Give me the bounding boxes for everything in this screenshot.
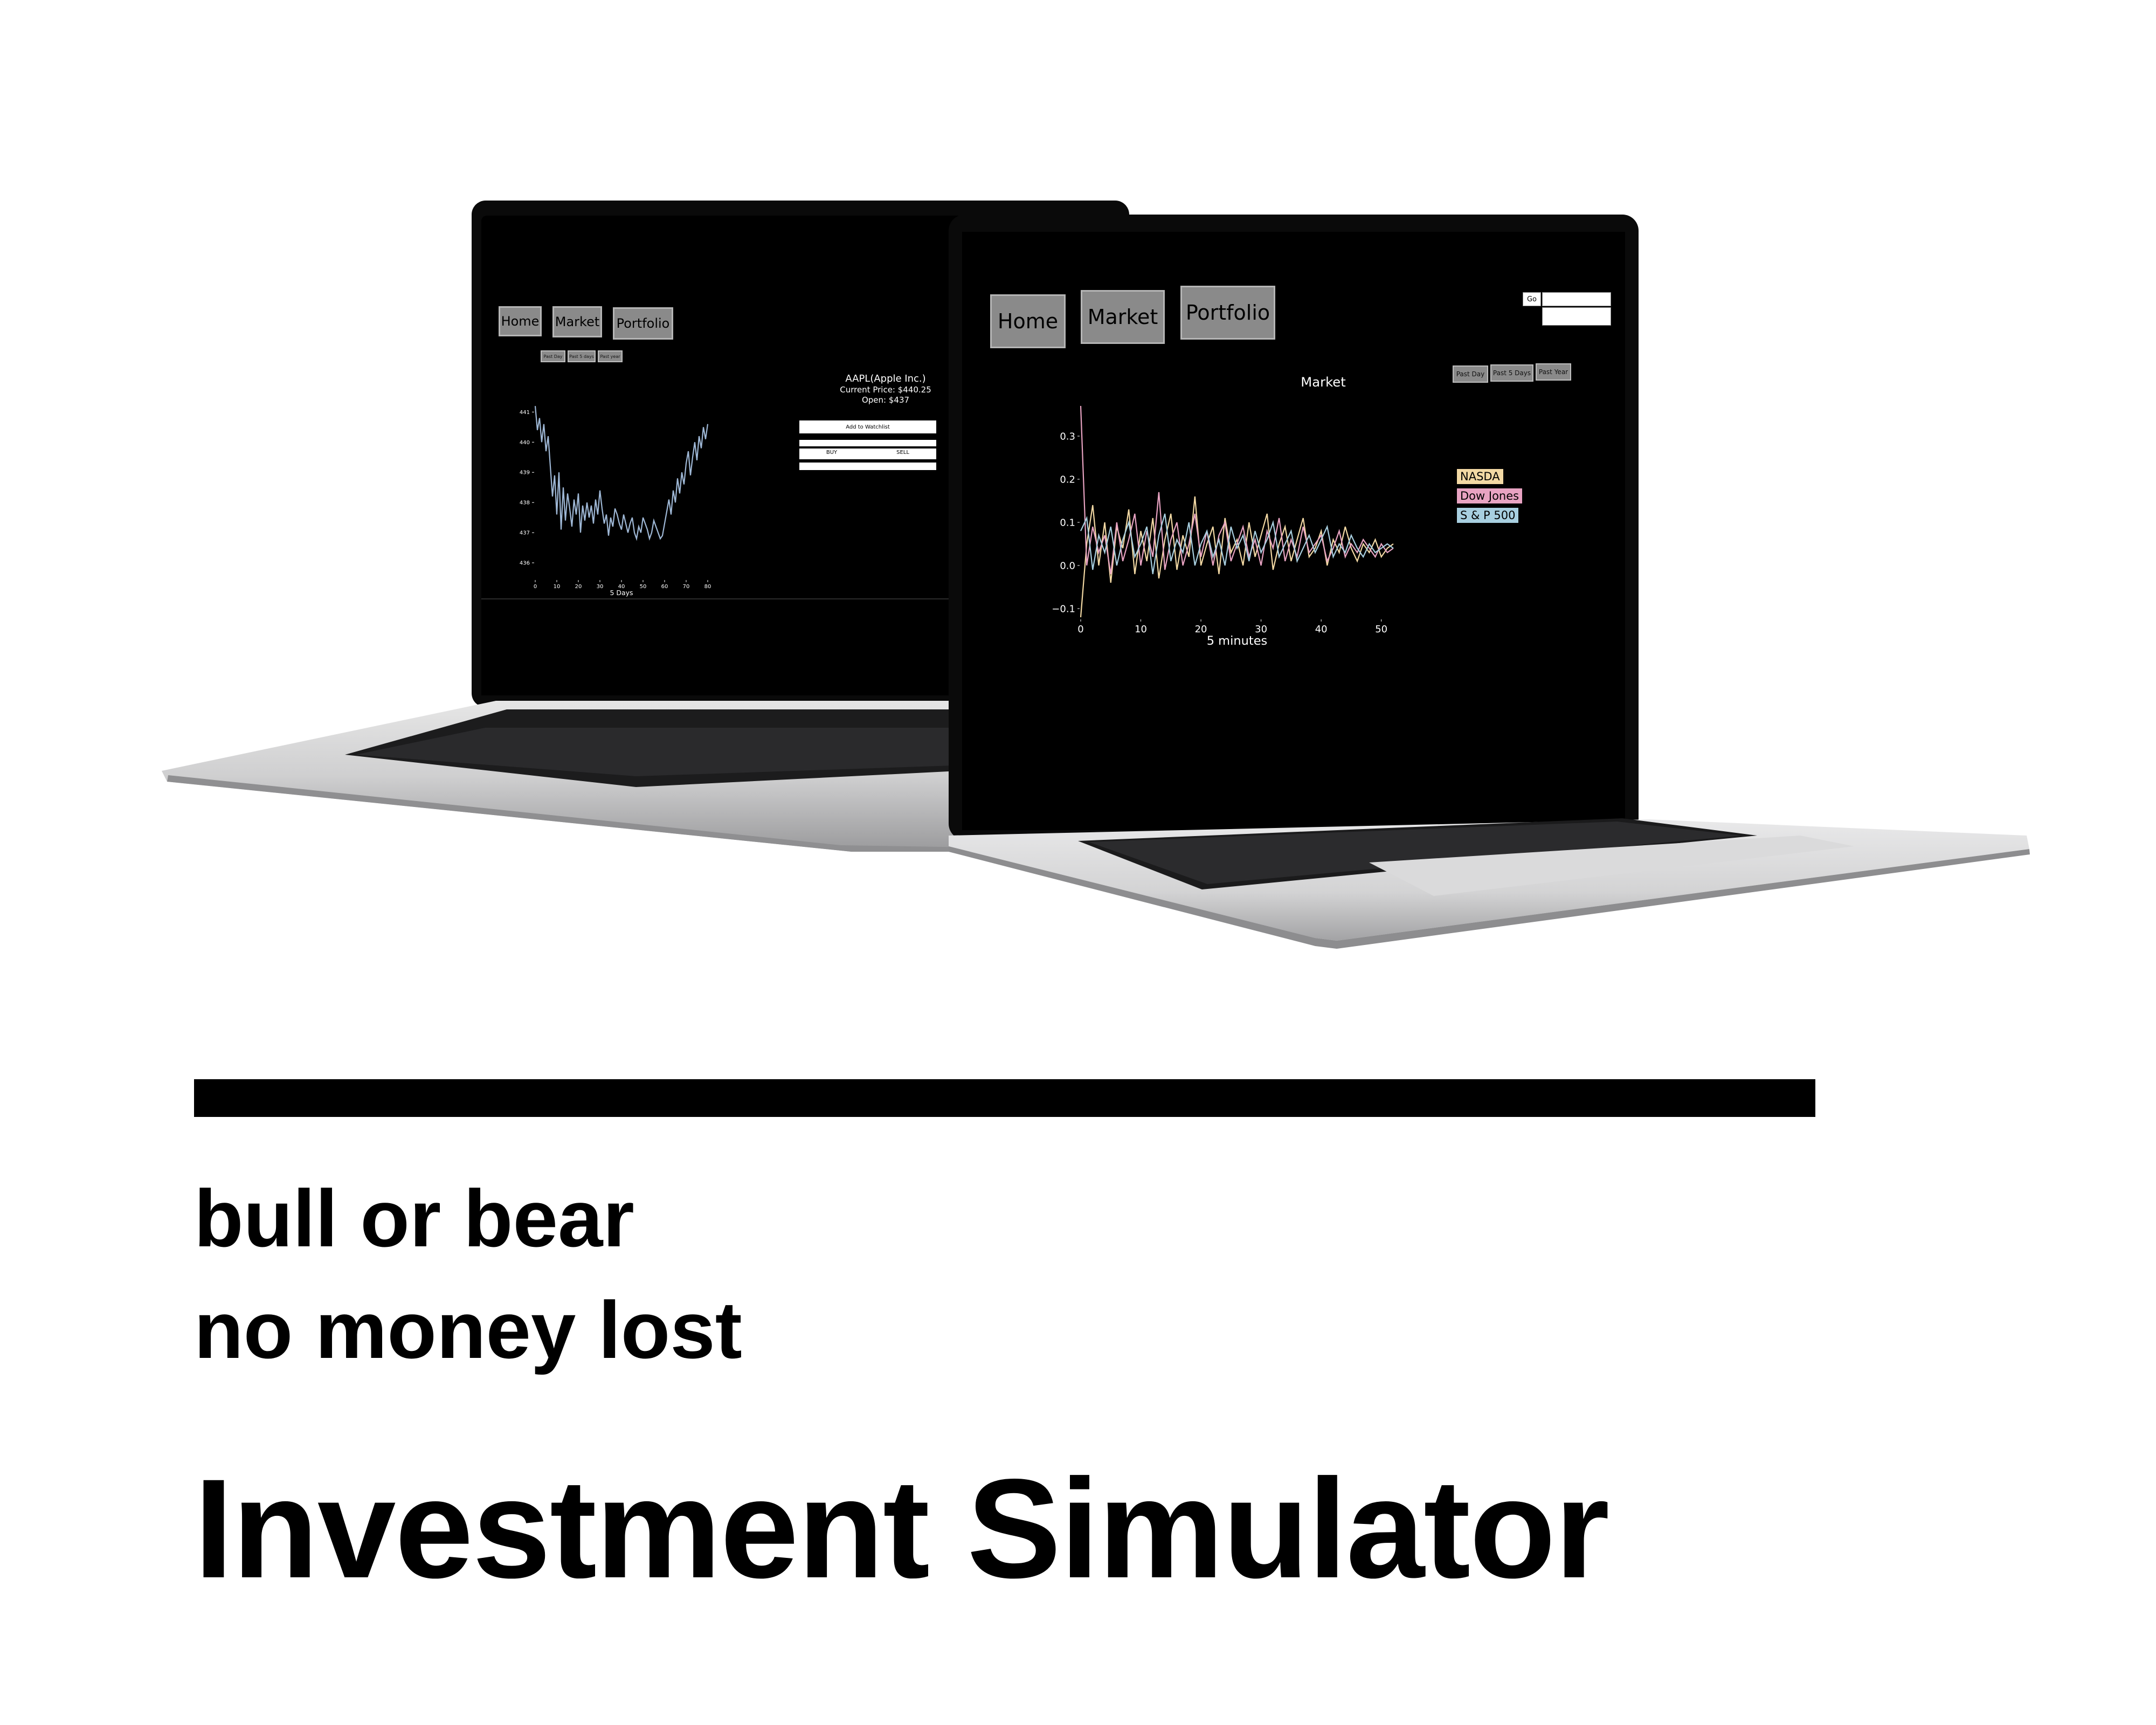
y-tick-label: 439 [520,470,530,476]
x-tick-label: 50 [1375,624,1387,635]
x-tick-label: 30 [597,584,604,590]
x-tick-label: 60 [661,584,668,590]
left-sell-button[interactable]: SELL [896,450,909,456]
right-market-chart: −0.1 0.0 0.1 0.2 0.3 0 10 20 30 40 50 5 minutes Mark… [1052,374,1394,648]
right-legend-dow-jones: Dow Jones [1457,488,1523,503]
left-range-past-5-days[interactable]: Past 5 days [568,350,596,362]
y-tick-label: 0.3 [1060,431,1075,442]
chart-title: Market [1301,374,1346,390]
x-axis-label: 5 minutes [1207,634,1268,648]
right-nav-market[interactable]: Market [1081,290,1165,344]
right-range-past-year[interactable]: Past Year [1536,363,1571,381]
left-buy-button[interactable]: BUY [826,450,838,456]
x-tick-label: 40 [1315,624,1328,635]
x-tick-label: 70 [683,584,690,590]
left-range-past-day[interactable]: Past Day [541,350,565,362]
y-tick-label: 437 [520,530,530,536]
series-line-nasda [1080,496,1394,618]
right-legend-sp500: S & P 500 [1457,508,1519,523]
y-tick-label: 436 [520,561,530,567]
y-tick-label: 0.2 [1060,474,1075,485]
y-tick-label: −0.1 [1052,603,1075,615]
divider-bar [194,1079,1815,1117]
series-line-0 [534,406,709,541]
page-title: Investment Simulator [194,1450,1609,1607]
left-quantity-input[interactable] [799,440,936,446]
y-tick-label: 0.1 [1060,517,1075,528]
right-nav-home[interactable]: Home [990,294,1066,348]
right-nav-portfolio[interactable]: Portfolio [1180,286,1275,340]
x-tick-label: 40 [618,584,625,590]
left-stock-name: AAPL(Apple Inc.) [845,373,926,384]
left-price-chart: 436 437 438 439 440 441 0 10 20 30 40 50 60 70 80 5 Day… [520,406,711,597]
right-legend-nasda: NASDA [1457,469,1503,484]
left-laptop-base [162,701,976,852]
x-tick-label: 10 [1135,624,1147,635]
left-add-to-watchlist-button[interactable]: Add to Watchlist [799,420,936,433]
x-tick-label: 0 [1077,624,1083,635]
y-tick-label: 440 [520,440,530,446]
right-laptop-screen: Home Market Portfolio Go Past Day Past 5… [962,232,1625,830]
right-range-past-5-days[interactable]: Past 5 Days [1490,364,1533,382]
x-tick-label: 30 [1255,624,1267,635]
y-tick-label: 438 [520,500,530,506]
y-tick-label: 441 [520,410,530,416]
left-nav-market[interactable]: Market [552,306,602,337]
left-range-past-year[interactable]: Past year [598,350,623,362]
x-axis-label: 5 Days [610,589,633,597]
left-trade-row [799,448,936,459]
tagline-line-2: no money lost [194,1285,742,1375]
left-nav-portfolio[interactable]: Portfolio [613,307,673,340]
x-tick-label: 20 [1195,624,1207,635]
right-search-dropdown [1542,307,1611,326]
right-range-past-day[interactable]: Past Day [1453,365,1488,383]
right-laptop-base [949,818,2030,949]
x-tick-label: 80 [704,584,711,590]
left-extra-bar [799,463,936,470]
left-stock-current-price: Current Price: $440.25 [840,385,931,395]
left-nav-home[interactable]: Home [499,306,542,336]
y-tick-label: 0.0 [1060,560,1075,571]
left-screen-divider [481,598,1117,599]
tagline-line-1: bull or bear [194,1173,634,1264]
x-tick-label: 0 [534,584,537,590]
right-search-input[interactable] [1542,292,1611,306]
series-line-s-p-500 [1080,513,1394,575]
x-tick-label: 20 [575,584,582,590]
x-tick-label: 50 [640,584,647,590]
left-stock-open: Open: $437 [861,395,910,405]
right-search-go-button[interactable]: Go [1523,292,1541,306]
series-line-dow-jones [1080,405,1394,575]
x-tick-label: 10 [554,584,561,590]
